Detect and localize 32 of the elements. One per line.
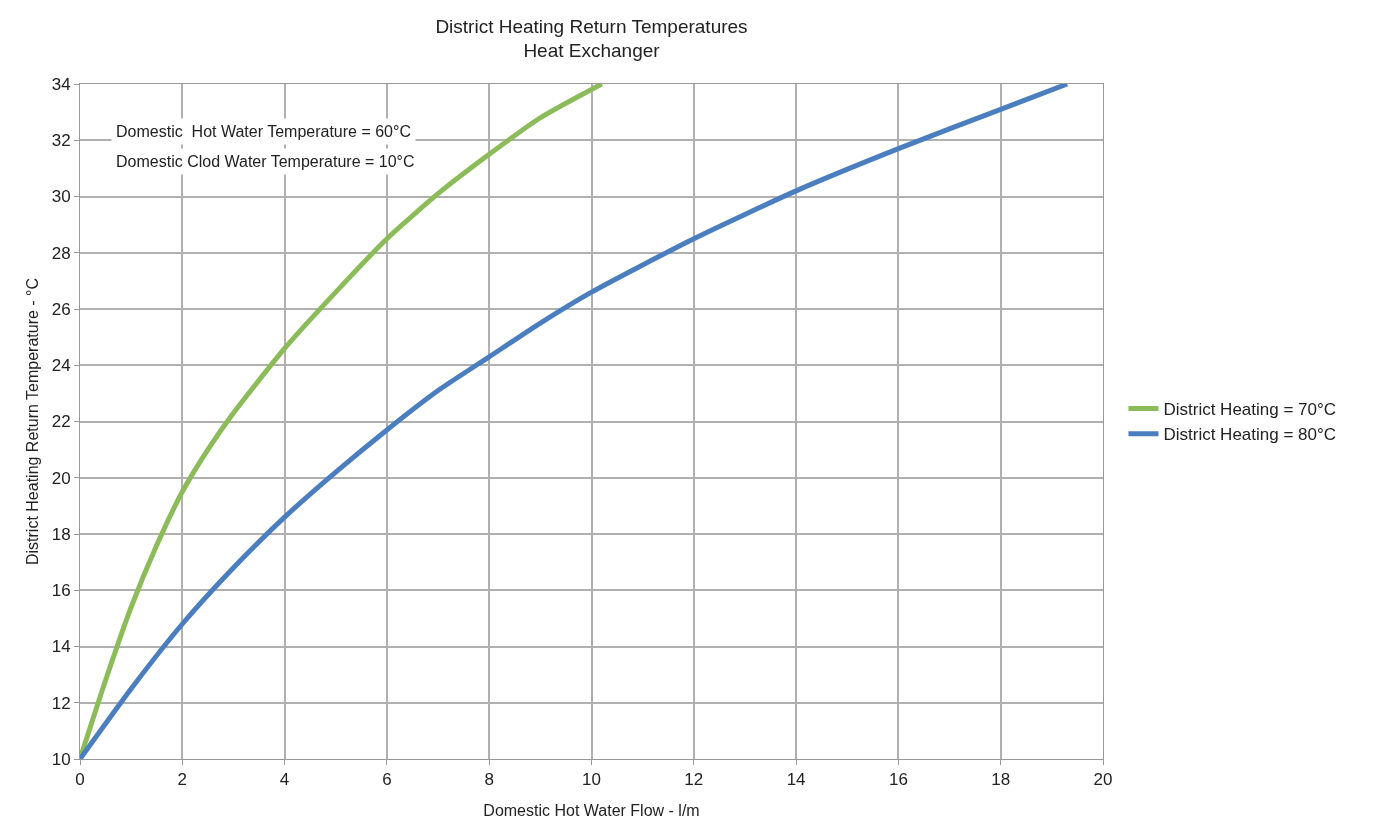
y-axis-title: District Heating Return Temperature - °C [24,277,41,566]
y-tick-label: 32 [51,131,71,151]
y-tick-label: 12 [51,693,71,713]
legend-label: District Heating = 70°C [1163,400,1337,420]
x-tick-label: 8 [484,770,494,790]
y-tick-label: 22 [51,412,71,432]
x-tick-label: 0 [75,770,85,790]
y-tick-label: 10 [51,749,71,769]
y-tick-label: 14 [51,637,71,657]
y-tick-label: 20 [51,468,71,488]
y-tick-label: 28 [51,243,71,263]
annotation: Domestic Hot Water Temperature = 60°C [116,123,411,140]
chart-title: District Heating Return Temperatures [435,15,748,37]
y-tick-label: 26 [51,299,71,319]
y-tick-label: 18 [51,524,71,544]
x-tick-label: 18 [991,770,1011,790]
x-tick-label: 14 [786,770,806,790]
x-tick-label: 20 [1093,770,1113,790]
x-tick-label: 2 [177,770,188,790]
x-tick-label: 4 [279,770,290,790]
y-tick-label: 30 [51,187,71,207]
x-tick-label: 12 [684,770,704,790]
annotation: Domestic Clod Water Temperature = 10°C [116,153,415,170]
x-axis-title: Domestic Hot Water Flow - l/m [483,802,700,819]
legend-label: District Heating = 80°C [1163,425,1337,445]
y-tick-label: 16 [51,581,71,601]
x-tick-label: 16 [888,770,908,790]
x-tick-label: 10 [582,770,601,790]
x-tick-label: 6 [382,770,392,790]
chart-subtitle: Heat Exchanger [523,40,661,62]
y-tick-label: 24 [51,356,71,376]
y-tick-label: 34 [51,74,71,94]
